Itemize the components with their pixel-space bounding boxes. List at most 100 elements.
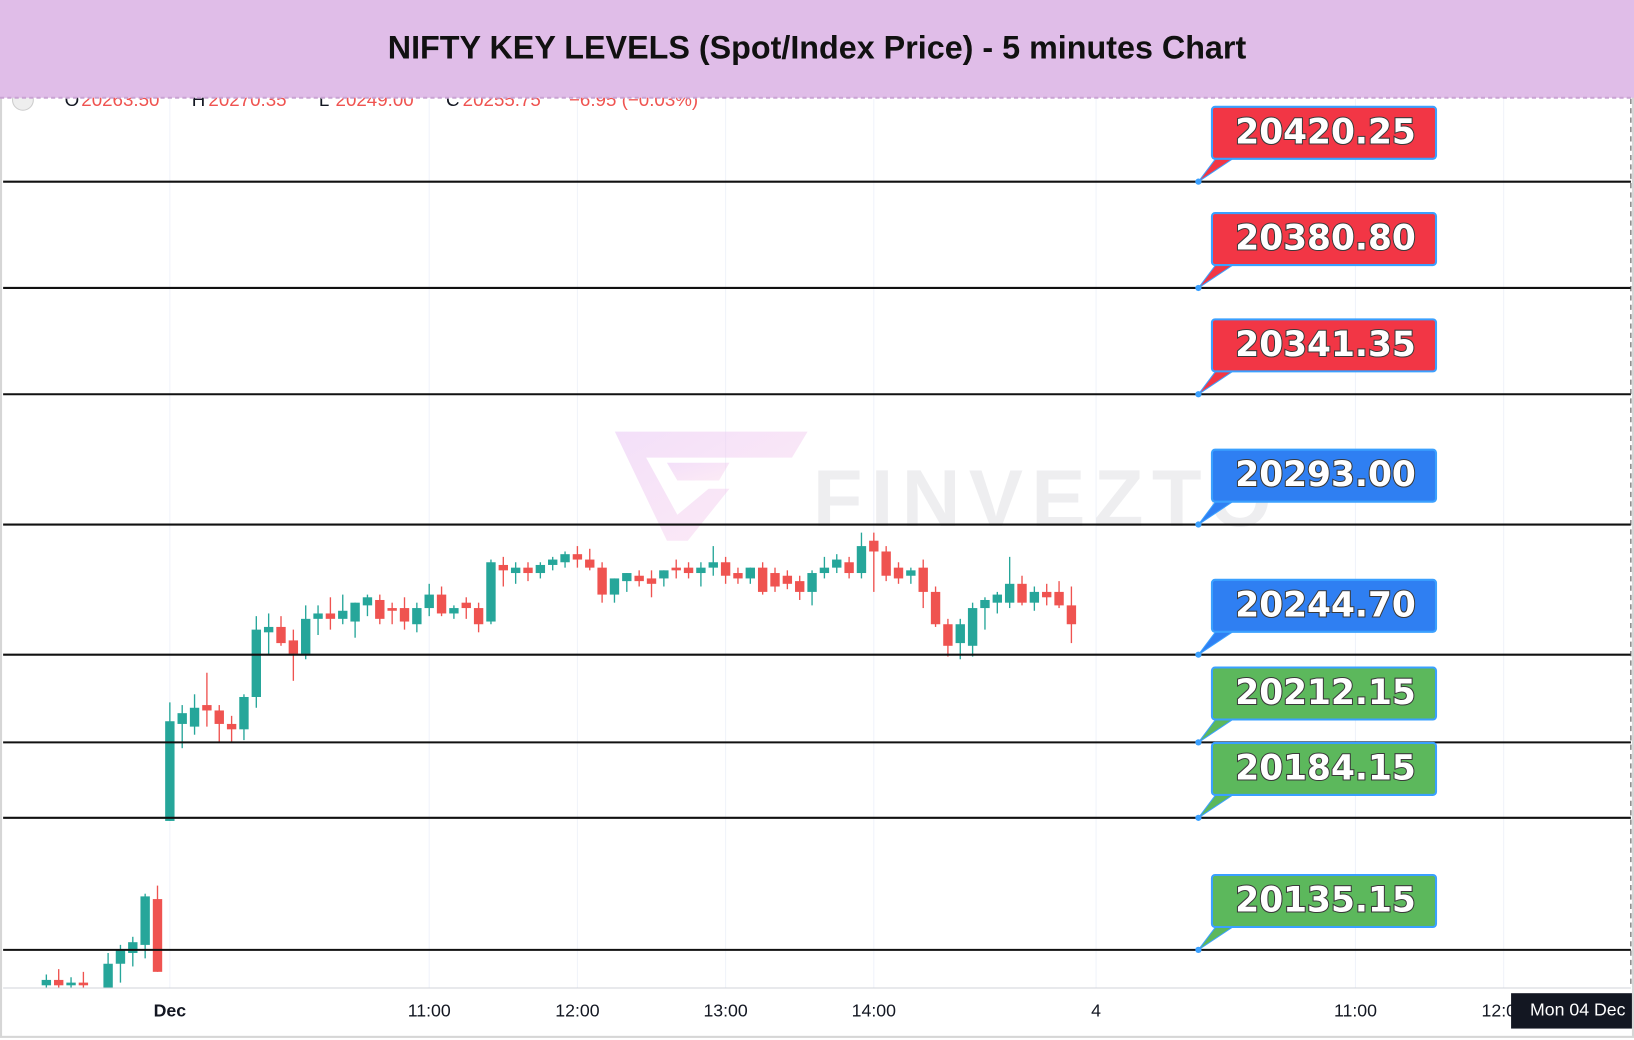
x-tick-label: 12:00	[555, 1001, 599, 1021]
x-tick-label: 11:00	[408, 1001, 451, 1021]
candle-body	[980, 599, 990, 609]
candle-body	[498, 564, 508, 571]
candle-body	[78, 982, 89, 986]
candle-body	[189, 707, 200, 727]
candle-body	[881, 551, 891, 576]
candle-body	[918, 567, 928, 592]
level-label-box	[1210, 318, 1438, 373]
candle-body	[683, 567, 694, 574]
candle-body	[622, 573, 632, 582]
candle-body	[214, 710, 224, 724]
candle-body	[1054, 591, 1064, 606]
candle-body	[548, 559, 558, 565]
level-label-box	[1210, 212, 1438, 267]
x-tick-label: 4	[1091, 1001, 1101, 1021]
level-anchor	[1195, 946, 1202, 953]
candle-body	[708, 562, 718, 568]
candle-body	[819, 567, 830, 574]
candle-body	[696, 567, 706, 574]
candle-body	[412, 608, 422, 625]
level-label-box	[1210, 105, 1438, 160]
candle-body	[301, 618, 311, 654]
candle-body	[560, 554, 570, 563]
candle-body	[893, 567, 904, 579]
candle-body	[473, 608, 484, 625]
candle-body	[1017, 583, 1027, 603]
candle-body	[733, 573, 743, 579]
x-tick-label: 14:00	[852, 1001, 896, 1021]
candle-body	[202, 705, 212, 711]
candle-body	[535, 564, 546, 574]
watermark-logo	[614, 431, 808, 541]
candle-body	[967, 608, 978, 646]
header: NIFTY KEY LEVELS (Spot/Index Price) - 5 …	[0, 0, 1634, 99]
level-label-box	[1210, 741, 1438, 796]
header-band	[0, 0, 1634, 98]
plot	[41, 532, 1077, 988]
candle-body	[424, 594, 434, 609]
candle-body	[770, 573, 780, 587]
x-tick-label: Dec	[154, 1001, 187, 1021]
candle-body	[757, 567, 768, 592]
candle-body	[807, 573, 817, 592]
level-label: 20341.35	[1235, 325, 1416, 365]
candle-body	[263, 626, 274, 633]
candle-body	[276, 626, 286, 644]
candle-body	[1042, 591, 1052, 598]
candle-body	[992, 594, 1003, 603]
candle-body	[943, 624, 953, 646]
x-tick-label: 13:00	[703, 1001, 747, 1021]
key-levels: 20420.25 20380.80 20341.35 20293.00 20244.70…	[3, 105, 1631, 953]
candle-body	[288, 640, 299, 654]
candle-body	[251, 629, 261, 697]
level-label: 20212.15	[1235, 673, 1416, 713]
watermark: FINVEZTO	[614, 431, 1280, 544]
candle-body	[646, 578, 657, 584]
candle-body	[1029, 591, 1040, 603]
candle-body	[362, 597, 373, 606]
candle-body	[103, 963, 113, 988]
crosshair-label: Mon 04 Dec	[1530, 1000, 1626, 1020]
candle-body	[523, 567, 533, 574]
candle-body	[177, 713, 187, 724]
candle-body	[609, 578, 620, 595]
candle-body	[152, 899, 163, 972]
level-label: 20293.00	[1235, 455, 1416, 495]
candle-body	[906, 570, 916, 576]
candle-body	[832, 559, 842, 568]
candle-body	[1066, 605, 1077, 625]
candle-body	[510, 567, 521, 574]
level-label-box	[1210, 578, 1438, 633]
candle-body	[720, 562, 731, 576]
candle-body	[128, 942, 138, 953]
candle-body	[140, 896, 150, 945]
candle-body	[165, 721, 175, 821]
candle-body	[239, 696, 249, 730]
candle-body	[634, 575, 644, 582]
candle-body	[41, 979, 52, 986]
candle-body	[350, 602, 360, 622]
candle-body	[659, 570, 669, 579]
candle-body	[844, 562, 854, 574]
level-anchor	[1195, 391, 1202, 398]
candle-body	[856, 546, 867, 574]
candle-body	[597, 567, 607, 595]
candle-body	[930, 591, 941, 625]
candle-body	[54, 979, 64, 986]
level-label: 20420.25	[1235, 112, 1416, 152]
candle-body	[313, 613, 323, 619]
candle-body	[399, 608, 410, 622]
candle-body	[955, 624, 965, 644]
watermark-text: FINVEZTO	[813, 453, 1280, 544]
level-label: 20380.80	[1235, 219, 1416, 259]
candle-body	[226, 723, 237, 730]
candle-body	[486, 562, 496, 622]
candle-body	[338, 610, 348, 619]
level-label-box	[1210, 873, 1438, 929]
legend-key: L	[319, 89, 329, 110]
level-anchor	[1195, 284, 1202, 292]
candle-body	[115, 950, 126, 964]
